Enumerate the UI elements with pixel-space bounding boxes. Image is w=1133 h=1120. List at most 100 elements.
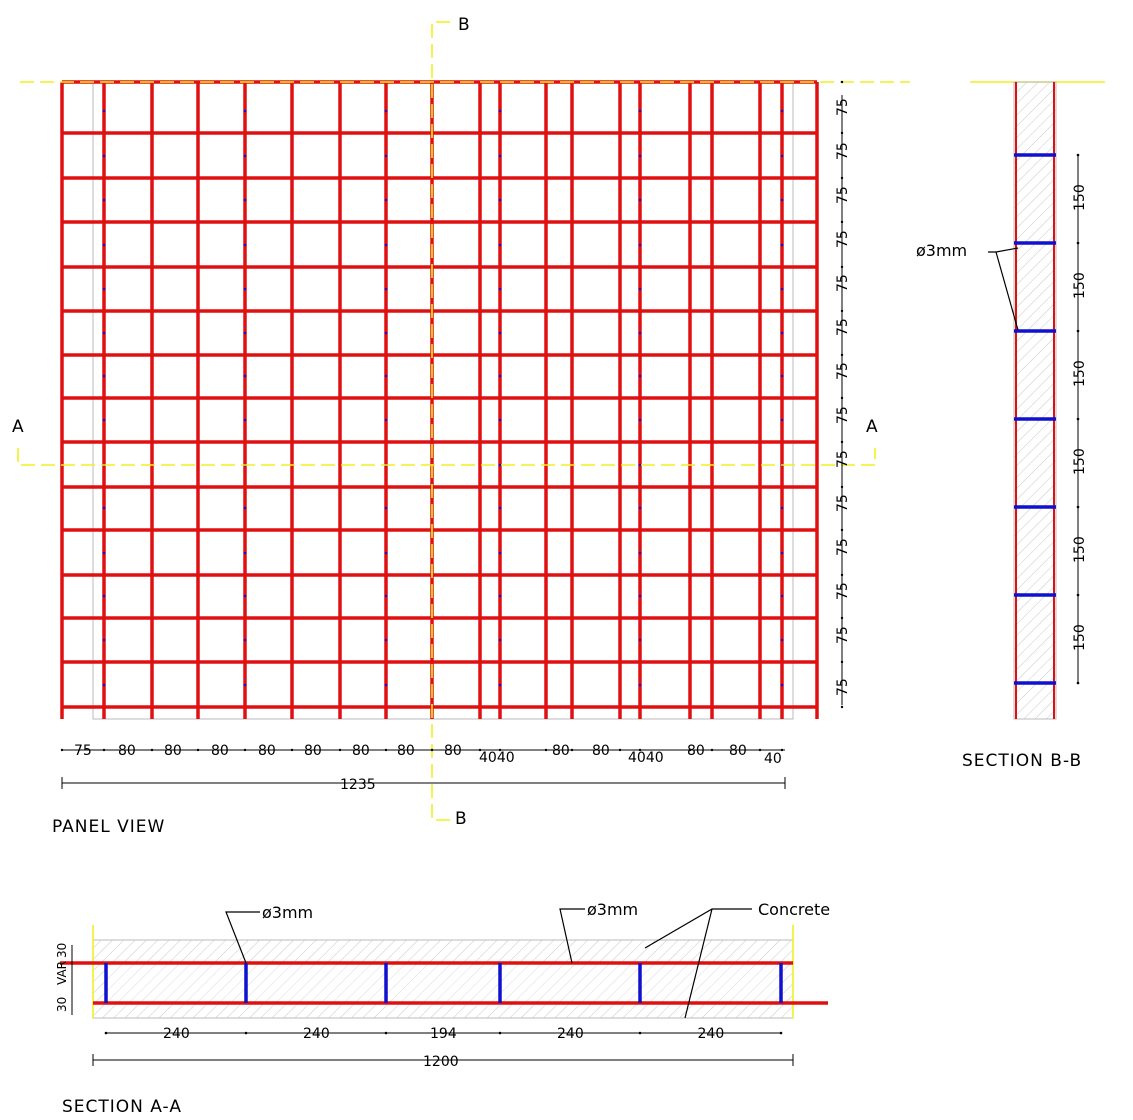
section-bb-dim-label: 150 [1072,536,1088,563]
section-aa-dim-label: 240 [163,1026,190,1042]
panel-view-title: PANEL VIEW [52,817,165,837]
panel-hdim-label: 80 [687,743,705,759]
tie-dot [498,551,502,555]
tie-dot [498,506,502,510]
section-aa-dim-tick [779,1031,783,1035]
panel-hdim-tick [638,748,642,752]
tie-dot [780,638,784,642]
tie-dot [498,638,502,642]
panel-hdim-tick [618,748,622,752]
panel-vdim-tick [840,440,844,444]
tie-dot [498,109,502,113]
panel-hdim-tick [780,748,784,752]
tie-dot [498,331,502,335]
panel-hdim-label: 4040 [479,750,515,766]
section-bb-dim-tick [1076,593,1080,597]
section-aa: 30 VAR 30 240 240 194 240 240 1200 ø3mm ø3mm… [55,900,830,1117]
section-aa-dim-tick [244,1031,248,1035]
panel-vdim-tick [840,396,844,400]
tie-dot [638,551,642,555]
section-bb-tie-label: ø3mm [916,241,967,260]
tie-dot [102,109,106,113]
tie-dot [102,154,106,158]
tie-dot [384,551,388,555]
panel-hdim-label: 80 [352,743,370,759]
tie-dot [638,198,642,202]
section-aa-dim-labels: 240 240 194 240 240 [104,1026,783,1042]
section-bb-ties [1014,153,1056,685]
section-aa-concrete-label: Concrete [758,900,830,919]
tie-dot [638,331,642,335]
tie-dot [498,374,502,378]
panel-hdim-tick [384,748,388,752]
section-a-right-marker: A [866,417,878,437]
section-aa-dim-tick [638,1031,642,1035]
panel-vdim-label: 75 [835,538,851,556]
section-bb-dim-label: 150 [1072,272,1088,299]
tie-dot [780,331,784,335]
panel-hdim-tick [478,748,482,752]
panel-rebar-grid [60,80,819,719]
panel-hdim-tick [243,748,247,752]
tie-dot [498,418,502,422]
section-markers: A A B B [12,15,878,829]
tie-dot [384,594,388,598]
tie-dot [638,594,642,598]
section-aa-dim-bottom: 30 [55,997,69,1012]
tie-dot [498,154,502,158]
panel-vdim-tick [840,485,844,489]
tie-dot [638,287,642,291]
tie-dot [243,418,247,422]
panel-vdim-label: 75 [835,626,851,644]
tie-dot [638,638,642,642]
panel-vdim-tick [840,573,844,577]
tie-dot [638,463,642,467]
panel-vdim-label: 75 [835,494,851,512]
panel-vdim-tick [840,176,844,180]
tie-dot [384,331,388,335]
panel-hdim-label: 80 [304,743,322,759]
tie-dot [780,506,784,510]
section-bb-dim-tick [1076,241,1080,245]
tie-dot [243,154,247,158]
tie-dot [780,198,784,202]
panel-vdim-tick [840,309,844,313]
panel-vdim-label: 75 [835,230,851,248]
panel-hdim-tick [102,748,106,752]
tie-dot [498,243,502,247]
panel-total-dim: 1235 [340,777,376,793]
tie-dot [638,418,642,422]
tie-dot [243,638,247,642]
section-bb-title: SECTION B-B [962,751,1082,771]
tie-dot [243,243,247,247]
section-aa-concrete [92,939,794,1019]
tie-dot [384,683,388,687]
tie-dot [384,287,388,291]
section-aa-dim-label: 240 [303,1026,330,1042]
tie-dot [102,683,106,687]
section-aa-tie-leader-left [225,911,260,964]
panel-vdim-label: 75 [835,142,851,160]
panel-hdim-label: 80 [552,743,570,759]
section-aa-dim-label: 240 [557,1026,584,1042]
section-b-cut-line [431,21,450,821]
section-b-bottom-marker: B [455,809,467,829]
tie-dot [243,506,247,510]
panel-hdim-tick [430,748,434,752]
tie-dot [780,109,784,113]
tie-dot [102,506,106,510]
section-a-left-marker: A [12,417,24,437]
tie-dot [384,506,388,510]
section-bb-dim-labels: 150 150 150 150 150 150 [1072,153,1088,685]
section-b-top-marker: B [458,15,470,35]
tie-dot [102,418,106,422]
tie-dot [102,331,106,335]
tie-dot [384,374,388,378]
tie-dot [243,109,247,113]
panel-hdim-tick [290,748,294,752]
tie-dot [102,287,106,291]
tie-dot [102,638,106,642]
panel-hdim-tick [498,748,502,752]
panel-vdim-tick [840,616,844,620]
